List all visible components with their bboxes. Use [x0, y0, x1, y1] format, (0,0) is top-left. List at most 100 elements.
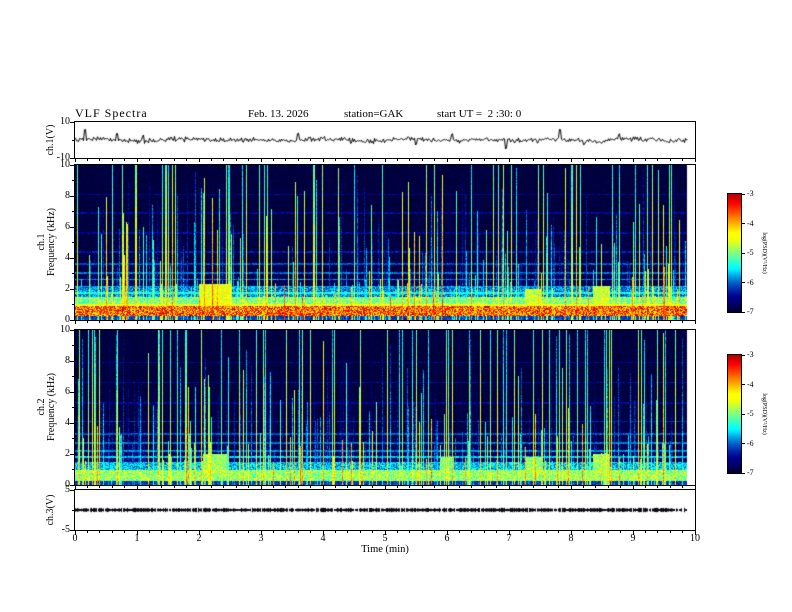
x-minor-tick [595, 321, 597, 323]
x-minor-tick [86, 486, 88, 488]
y-tick-label: 0 [65, 314, 70, 325]
x-minor-tick [111, 159, 113, 161]
x-major-tick [384, 321, 386, 324]
x-major-tick [694, 159, 696, 162]
x-minor-tick [545, 531, 547, 533]
x-minor-tick [520, 159, 522, 161]
y-major-tick [70, 195, 75, 197]
x-minor-tick [235, 531, 237, 533]
x-minor-tick [285, 321, 287, 323]
x-major-tick [136, 321, 138, 324]
colorbar-tick-label: -7 [747, 468, 754, 477]
x-major-tick [384, 531, 386, 535]
y-tick-label: 8 [65, 190, 70, 201]
x-minor-tick [644, 321, 646, 323]
x-minor-tick [669, 531, 671, 533]
x-minor-tick [558, 531, 560, 533]
x-minor-tick [483, 531, 485, 533]
x-minor-tick [372, 321, 374, 323]
time-axis-label: Time (min) [361, 544, 409, 555]
x-major-tick [508, 321, 510, 324]
x-minor-tick [396, 531, 398, 533]
y-tick-label: 6 [65, 386, 70, 397]
x-minor-tick [99, 159, 101, 161]
x-major-tick [508, 531, 510, 535]
ch3-waveform-panel [74, 489, 696, 531]
y-major-tick [70, 288, 75, 290]
x-minor-tick [669, 159, 671, 161]
x-minor-tick [595, 486, 597, 488]
x-minor-tick [124, 486, 126, 488]
x-minor-tick [607, 486, 609, 488]
x-tick-label: 6 [444, 533, 450, 544]
x-minor-tick [644, 159, 646, 161]
colorbar-tick-label: -7 [747, 307, 754, 316]
x-minor-tick [248, 321, 250, 323]
x-major-tick [632, 486, 634, 489]
x-minor-tick [173, 531, 175, 533]
y-minor-tick [72, 304, 75, 305]
x-minor-tick [471, 531, 473, 533]
x-minor-tick [359, 486, 361, 488]
x-major-tick [260, 321, 262, 324]
x-major-tick [198, 159, 200, 162]
x-minor-tick [483, 159, 485, 161]
x-minor-tick [372, 159, 374, 161]
x-minor-tick [285, 486, 287, 488]
x-minor-tick [533, 486, 535, 488]
x-minor-tick [558, 159, 560, 161]
x-tick-label: 10 [690, 533, 700, 544]
x-minor-tick [409, 321, 411, 323]
x-minor-tick [595, 531, 597, 533]
y-minor-tick [72, 273, 75, 274]
x-minor-tick [533, 159, 535, 161]
x-minor-tick [272, 159, 274, 161]
x-major-tick [446, 321, 448, 324]
colorbar-tick-label: -3 [747, 189, 754, 198]
x-major-tick [694, 486, 696, 489]
x-minor-tick [682, 321, 684, 323]
x-minor-tick [558, 486, 560, 488]
colorbar-tick [742, 443, 745, 444]
colorbar-tick-label: -4 [747, 218, 754, 228]
ch1-spectrogram-panel [74, 164, 696, 321]
x-minor-tick [297, 486, 299, 488]
ch2-frequency-axis-label: ch.2 Frequency (kHz) [36, 372, 57, 442]
y-minor-tick [72, 211, 75, 212]
x-minor-tick [210, 531, 212, 533]
ch2-frequency-axis-label-line2: Frequency (kHz) [46, 372, 57, 442]
x-minor-tick [558, 321, 560, 323]
x-minor-tick [210, 486, 212, 488]
x-major-tick [570, 486, 572, 489]
x-major-tick [384, 159, 386, 162]
x-tick-label: 7 [506, 533, 512, 544]
y-tick-label: 10 [60, 324, 70, 335]
x-minor-tick [285, 531, 287, 533]
x-minor-tick [272, 486, 274, 488]
ch2-colorbar [727, 354, 742, 474]
x-minor-tick [148, 486, 150, 488]
x-major-tick [570, 321, 572, 324]
y-major-tick [70, 257, 75, 259]
x-minor-tick [297, 159, 299, 161]
y-tick-label: 8 [65, 355, 70, 366]
y-tick-label: 4 [65, 252, 70, 263]
x-minor-tick [582, 321, 584, 323]
x-major-tick [570, 159, 572, 162]
x-minor-tick [496, 531, 498, 533]
x-major-tick [322, 321, 324, 324]
x-minor-tick [620, 159, 622, 161]
x-minor-tick [458, 486, 460, 488]
ch1-spectrogram-canvas [75, 165, 695, 320]
colorbar-tick [742, 282, 745, 283]
x-minor-tick [607, 531, 609, 533]
y-minor-tick [72, 438, 75, 439]
x-minor-tick [458, 159, 460, 161]
x-minor-tick [669, 486, 671, 488]
x-minor-tick [235, 321, 237, 323]
y-minor-tick [72, 509, 75, 511]
x-minor-tick [520, 531, 522, 533]
x-minor-tick [347, 159, 349, 161]
y-major-tick [70, 329, 75, 331]
colorbar-tick [742, 354, 745, 356]
